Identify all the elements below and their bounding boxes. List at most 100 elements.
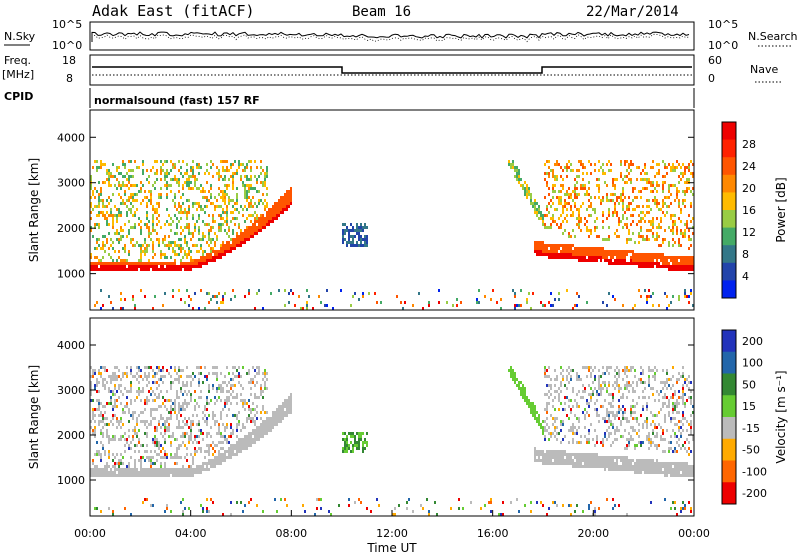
heatmap-cell <box>646 438 648 441</box>
heatmap-cell <box>184 241 186 244</box>
heatmap-cell <box>582 178 584 181</box>
heatmap-cell <box>606 456 608 459</box>
heatmap-cell <box>96 301 98 304</box>
heatmap-cell <box>228 244 230 247</box>
heatmap-cell <box>548 456 550 459</box>
heatmap-cell <box>180 435 182 438</box>
heatmap-cell <box>152 256 154 259</box>
heatmap-cell <box>218 205 220 208</box>
heatmap-cell <box>276 205 278 208</box>
heatmap-cell <box>642 465 644 468</box>
heatmap-cell <box>562 208 564 211</box>
heatmap-cell <box>530 411 532 414</box>
heatmap-cell <box>540 453 542 456</box>
heatmap-cell <box>246 420 248 423</box>
heatmap-cell <box>102 414 104 417</box>
heatmap-cell <box>210 459 212 462</box>
heatmap-cell <box>570 408 572 411</box>
heatmap-cell <box>170 405 172 408</box>
heatmap-cell <box>654 426 656 429</box>
heatmap-cell <box>204 405 206 408</box>
heatmap-cell <box>614 432 616 435</box>
heatmap-cell <box>224 250 226 253</box>
heatmap-cell <box>222 447 224 450</box>
heatmap-cell <box>532 202 534 205</box>
heatmap-cell <box>256 178 258 181</box>
heatmap-cell <box>626 420 628 423</box>
heatmap-cell <box>628 420 630 423</box>
heatmap-cell <box>156 208 158 211</box>
heatmap-cell <box>646 417 648 420</box>
heatmap-cell <box>238 420 240 423</box>
heatmap-cell <box>260 417 262 420</box>
heatmap-cell <box>214 205 216 208</box>
heatmap-cell <box>582 184 584 187</box>
heatmap-cell <box>90 229 92 232</box>
heatmap-cell <box>516 378 518 381</box>
heatmap-cell <box>642 459 644 462</box>
heatmap-cell <box>228 450 230 453</box>
heatmap-cell <box>664 229 666 232</box>
heatmap-cell <box>592 390 594 393</box>
heatmap-cell <box>518 387 520 390</box>
heatmap-cell <box>630 214 632 217</box>
heatmap-cell <box>596 414 598 417</box>
heatmap-cell <box>304 510 306 513</box>
heatmap-cell <box>198 166 200 169</box>
heatmap-cell <box>660 217 662 220</box>
heatmap-cell <box>182 160 184 163</box>
heatmap-cell <box>156 238 158 241</box>
heatmap-cell <box>630 405 632 408</box>
heatmap-cell <box>120 402 122 405</box>
heatmap-cell <box>166 420 168 423</box>
heatmap-cell <box>532 411 534 414</box>
heatmap-cell <box>106 435 108 438</box>
heatmap-cell <box>260 435 262 438</box>
heatmap-cell <box>98 474 100 477</box>
heatmap-cell <box>624 468 626 471</box>
heatmap-cell <box>114 265 116 268</box>
heatmap-cell <box>150 393 152 396</box>
heatmap-cell <box>210 298 212 301</box>
heatmap-cell <box>158 262 160 265</box>
heatmap-cell <box>554 256 556 259</box>
heatmap-cell <box>550 456 552 459</box>
heatmap-cell <box>134 426 136 429</box>
heatmap-cell <box>260 226 262 229</box>
heatmap-cell <box>534 205 536 208</box>
heatmap-cell <box>592 393 594 396</box>
heatmap-cell <box>674 214 676 217</box>
heatmap-cell <box>196 468 198 471</box>
heatmap-cell <box>180 456 182 459</box>
heatmap-cell <box>558 453 560 456</box>
heatmap-cell <box>144 402 146 405</box>
heatmap-cell <box>248 414 250 417</box>
heatmap-cell <box>98 369 100 372</box>
heatmap-cell <box>226 426 228 429</box>
heatmap-cell <box>624 459 626 462</box>
heatmap-cell <box>268 214 270 217</box>
heatmap-cell <box>622 396 624 399</box>
heatmap-cell <box>178 405 180 408</box>
heatmap-cell <box>154 381 156 384</box>
heatmap-cell <box>178 202 180 205</box>
nsky-tick-bottom: 10^0 <box>52 39 82 52</box>
heatmap-cell <box>92 474 94 477</box>
heatmap-cell <box>600 405 602 408</box>
heatmap-cell <box>200 208 202 211</box>
heatmap-cell <box>142 456 144 459</box>
heatmap-cell <box>250 205 252 208</box>
colorbar-segment <box>722 245 736 264</box>
heatmap-cell <box>94 435 96 438</box>
heatmap-cell <box>110 390 112 393</box>
heatmap-cell <box>118 208 120 211</box>
heatmap-cell <box>256 426 258 429</box>
heatmap-cell <box>172 199 174 202</box>
heatmap-cell <box>650 438 652 441</box>
heatmap-cell <box>166 426 168 429</box>
heatmap-cell <box>568 250 570 253</box>
heatmap-cell <box>288 411 290 414</box>
heatmap-cell <box>236 232 238 235</box>
heatmap-cell <box>540 241 542 244</box>
